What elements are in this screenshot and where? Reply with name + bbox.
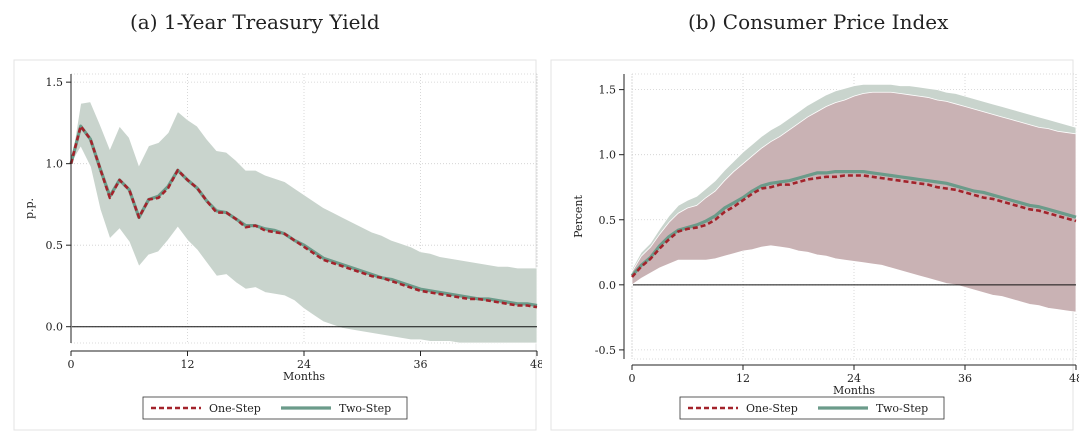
panel-b-ytick-label: -0.5 [595,344,616,357]
panel-a-xtick-label: 12 [181,358,195,371]
panel-a-ytick-label: 1.0 [46,158,64,171]
panel-b-band-1 [631,91,1077,313]
panel-b-ytick-label: 1.0 [599,149,617,162]
panel-b-xlabel: Months [833,384,875,397]
panel-a-ytick-label: 1.5 [46,76,64,89]
panel-b-ylabel: Percent [572,194,585,237]
panel-b-ytick-label: 1.5 [599,84,617,97]
panel-a-legend-label-two-step: Two-Step [339,402,391,415]
panel-a-line-one-step [69,124,538,309]
panel-b-line-two-step [630,170,1077,277]
panel-b-line-one-step [631,174,1077,278]
panel-b-title: (b) Consumer Price Index [688,10,949,34]
panel-b-svg: -0.5 0.0 0.5 1.0 1.5 0 12 24 36 48 Months Percent On… [550,59,1083,431]
panel-b-ytick-label: 0.0 [599,279,617,292]
panel-a-legend [142,396,408,420]
panel-b-legend-label-one-step: One-Step [746,402,798,415]
panel-b-xtick-label: 36 [958,372,972,385]
panel-a-xtick-label: 0 [68,358,75,371]
panel-b-xtick-label: 12 [736,372,750,385]
panel-a-xlabel: Months [283,370,325,383]
panel-a-title: (a) 1-Year Treasury Yield [130,10,380,34]
panel-b-legend-label-two-step: Two-Step [876,402,928,415]
panel-b-ytick-label: 0.5 [599,214,617,227]
panel-a-xtick-label: 24 [297,358,311,371]
panel-a-ytick-label: 0.5 [46,239,64,252]
panel-b-legend [679,396,945,420]
panel-a-chart: 0.0 0.5 1.0 1.5 0 12 24 36 48 Months p.p. One-Step T… [9,54,544,436]
panel-a-svg: 0.0 0.5 1.0 1.5 0 12 24 36 48 Months p.p. One-Step T… [13,59,544,431]
panel-a-xtick-label: 48 [530,358,542,371]
panel-b-xtick-label: 48 [1069,372,1079,385]
panel-a-band-1 [70,101,538,344]
panel-b-xtick-label: 24 [847,372,861,385]
panel-a-xtick-label: 36 [414,358,428,371]
panel-b-xtick-label: 0 [629,372,636,385]
panel-a-ytick-label: 0.0 [46,321,64,334]
panel-a-ylabel: p.p. [23,198,36,219]
panel-b-chart: -0.5 0.0 0.5 1.0 1.5 0 12 24 36 48 Months Percent On… [546,54,1083,436]
panel-a-legend-label-one-step: One-Step [209,402,261,415]
